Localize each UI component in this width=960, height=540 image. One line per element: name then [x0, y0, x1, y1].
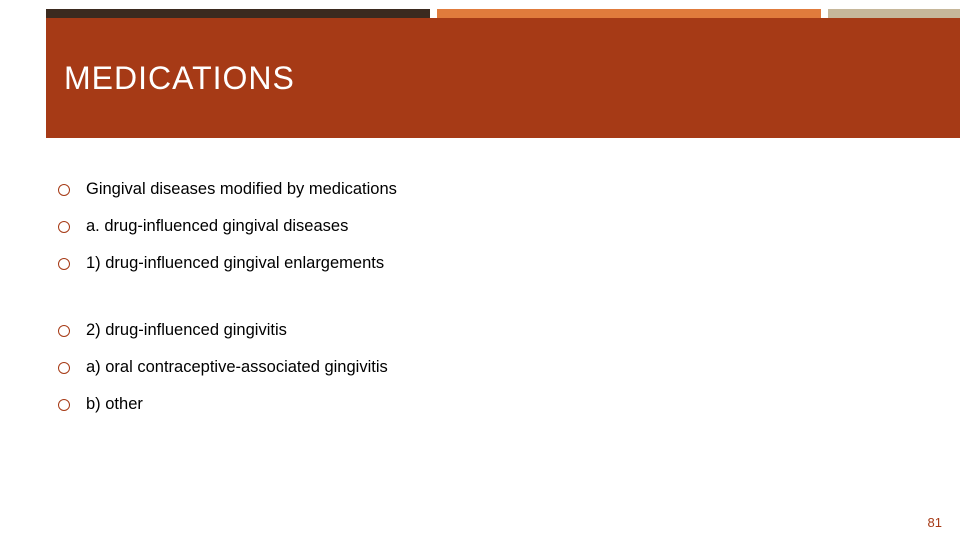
slide-title: MEDICATIONS	[64, 60, 295, 97]
title-block: MEDICATIONS	[46, 18, 960, 138]
bullet-text: a) oral contraceptive-associated gingivi…	[86, 358, 388, 377]
bullet-text: 2) drug-influenced gingivitis	[86, 321, 287, 340]
bullet-ring-icon	[58, 362, 70, 374]
content-area: Gingival diseases modified by medication…	[58, 180, 920, 432]
bullet-ring-icon	[58, 258, 70, 270]
bullet-item: Gingival diseases modified by medication…	[58, 180, 920, 199]
bullet-ring-icon	[58, 184, 70, 196]
top-segment-3	[828, 9, 960, 18]
bullet-item: 2) drug-influenced gingivitis	[58, 321, 920, 340]
bullet-ring-icon	[58, 221, 70, 233]
bullet-ring-icon	[58, 325, 70, 337]
bullet-item: b) other	[58, 395, 920, 414]
bullet-item: a. drug-influenced gingival diseases	[58, 217, 920, 236]
bullet-text: 1) drug-influenced gingival enlargements	[86, 254, 384, 273]
bullet-text: b) other	[86, 395, 143, 414]
top-segment-2	[437, 9, 821, 18]
bullet-list: Gingival diseases modified by medication…	[58, 180, 920, 414]
page-number: 81	[928, 515, 942, 530]
bullet-text: a. drug-influenced gingival diseases	[86, 217, 348, 236]
top-accent-bar	[46, 9, 960, 18]
bullet-item: 1) drug-influenced gingival enlargements	[58, 254, 920, 273]
bullet-item: a) oral contraceptive-associated gingivi…	[58, 358, 920, 377]
bullet-text: Gingival diseases modified by medication…	[86, 180, 397, 199]
bullet-ring-icon	[58, 399, 70, 411]
top-segment-1	[46, 9, 430, 18]
